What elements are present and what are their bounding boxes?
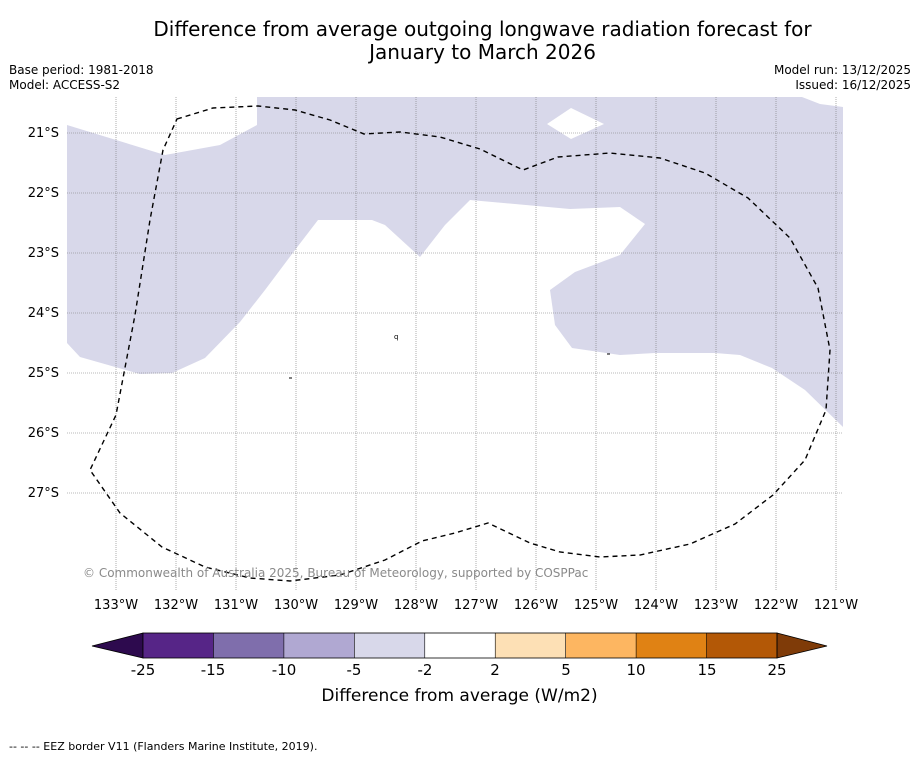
colorbar-segment [565,633,637,658]
lat-label-26s: 26°S [27,426,59,441]
lat-label-21s: 21°S [27,126,59,141]
lon-label-125w: 125°W [573,598,619,613]
colorbar-label: Difference from average (W/m2) [321,686,598,706]
cb-tick-3: -5 [346,661,362,679]
graticule [67,97,843,590]
title-line-1: Difference from average outgoing longwav… [153,17,812,41]
footer-eez-note: -- -- -- EEZ border V11 (Flanders Marine… [9,740,318,753]
colorbar-segment [636,633,708,658]
lon-label-127w: 127°W [453,598,499,613]
lat-label-25s: 25°S [27,366,59,381]
cb-tick-8: 15 [697,661,717,679]
colorbar-segment [495,633,567,658]
clear-patch-north [547,108,604,139]
colorbar-frame [142,632,778,659]
anomaly-region-north [67,97,843,427]
model-run-text: Model run: 13/12/2025 [773,63,911,77]
meta-left: Base period: 1981-2018 Model: ACCESS-S2 [9,63,154,93]
lat-label-27s: 27°S [27,486,59,501]
lon-label-124w: 124°W [633,598,679,613]
title-line-2: January to March 2026 [369,40,596,64]
lon-label-131w: 131°W [213,598,259,613]
lon-label-123w: 123°W [693,598,739,613]
lon-label-122w: 122°W [753,598,799,613]
colorbar-segment [424,633,496,658]
lon-label-133w: 133°W [93,598,139,613]
cb-tick-0: -25 [130,661,156,679]
base-period-text: Base period: 1981-2018 [9,63,154,77]
issued-text: Issued: 16/12/2025 [795,78,911,92]
cb-tick-7: 10 [626,661,646,679]
model-text: Model: ACCESS-S2 [9,78,121,92]
cb-tick-1: -15 [200,661,226,679]
cb-tick-2: -10 [271,661,297,679]
lat-label-24s: 24°S [27,306,59,321]
lon-label-126w: 126°W [513,598,559,613]
colorbar-segment [143,633,214,658]
chart-title: Difference from average outgoing longwav… [0,18,919,64]
lat-label-23s: 23°S [27,246,59,261]
eez-border [89,105,831,582]
lon-label-129w: 129°W [333,598,379,613]
lon-label-132w: 132°W [153,598,199,613]
lat-label-22s: 22°S [27,186,59,201]
cb-tick-4: -2 [417,661,433,679]
lon-label-121w: 121°W [813,598,859,613]
colorbar [91,632,828,659]
cb-tick-5: 2 [490,661,500,679]
cb-tick-6: 5 [561,661,571,679]
meta-right: Model run: 13/12/2025 Issued: 16/12/2025 [774,63,911,93]
lon-label-128w: 128°W [393,598,439,613]
colorbar-extend-low [91,632,144,659]
colorbar-segment [706,633,778,658]
cb-tick-9: 25 [767,661,787,679]
colorbar-segment [283,633,355,658]
island-mark: q [394,333,398,341]
copyright-text: © Commonwealth of Australia 2025, Bureau… [83,566,589,580]
colorbar-segment [213,633,285,658]
colorbar-extend-high [776,632,828,659]
colorbar-segment [354,633,426,658]
lon-label-130w: 130°W [273,598,319,613]
